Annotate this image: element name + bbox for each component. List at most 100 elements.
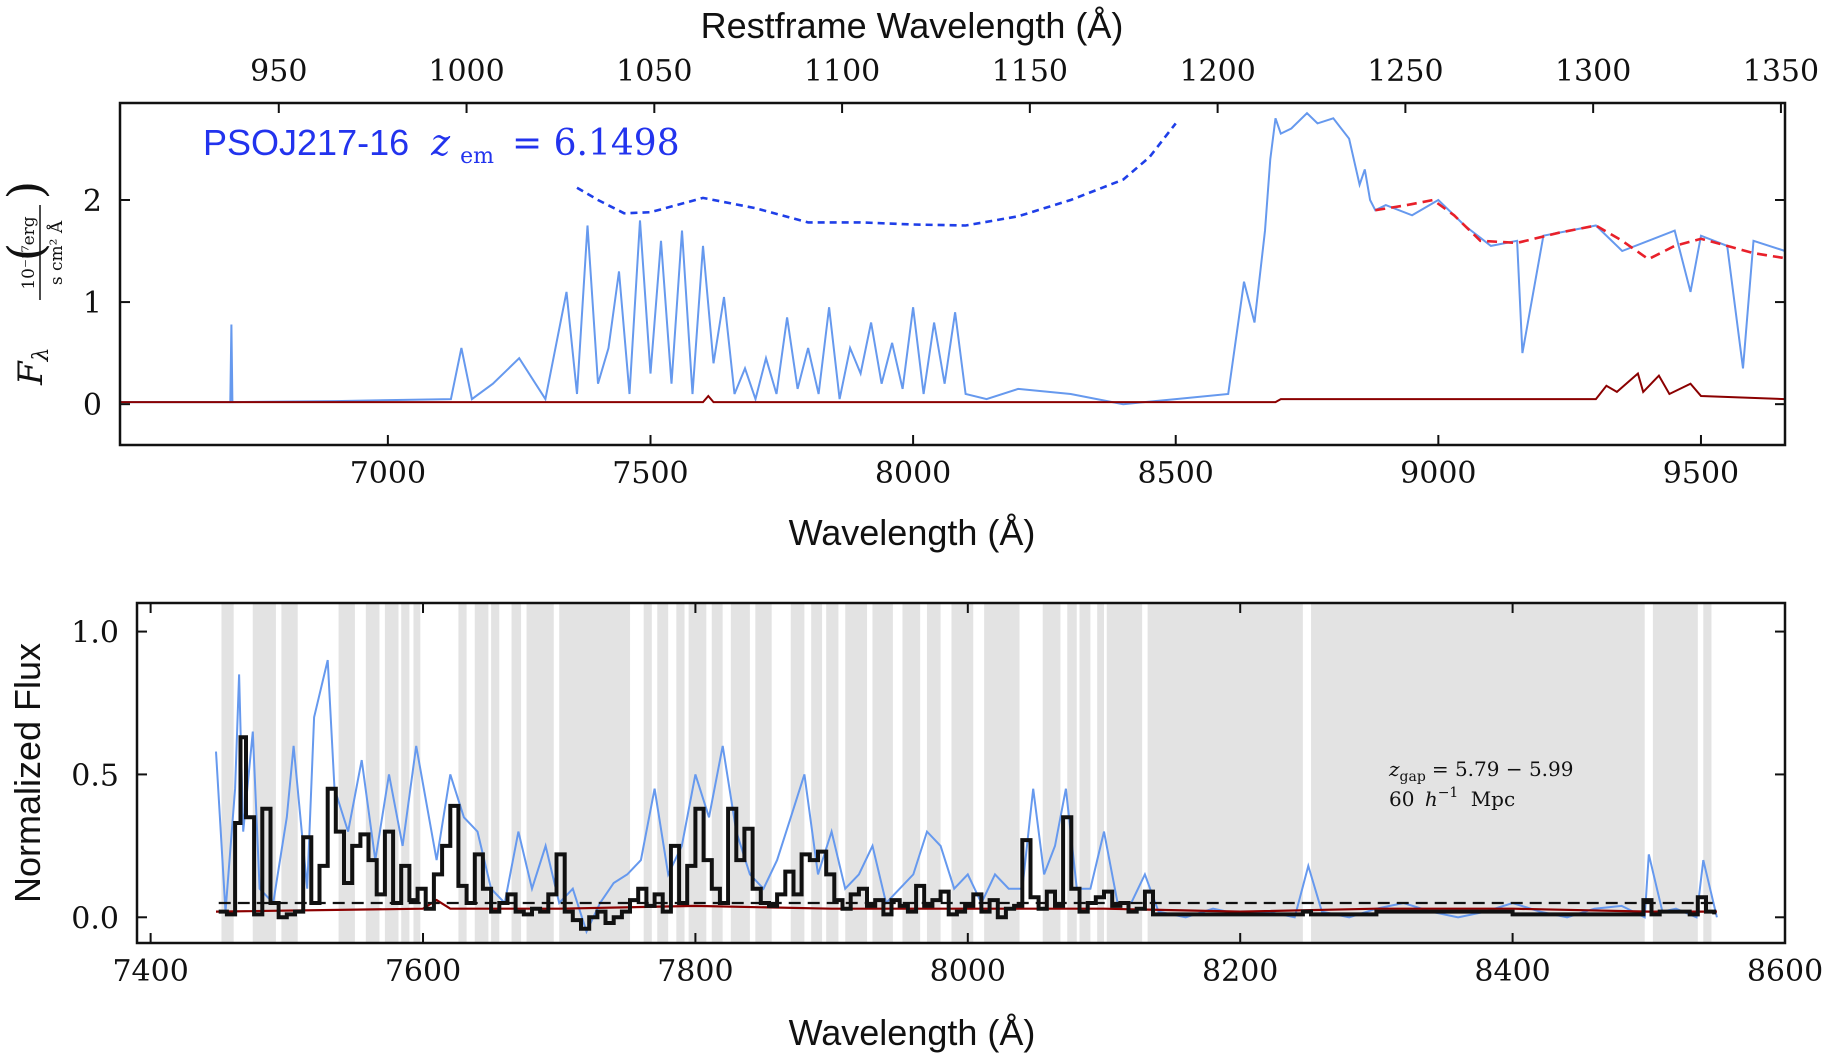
top-panel: 7000 7500 8000 8500 9000 9500 0 1 2 950 1000 1050 11… bbox=[0, 5, 1819, 553]
object-name: PSOJ217-16 bbox=[203, 122, 409, 163]
z-symbol: z bbox=[430, 123, 451, 164]
series-binned bbox=[218, 735, 1717, 931]
y-symbol: F bbox=[11, 360, 51, 386]
gap-length-value: 60 bbox=[1389, 787, 1414, 811]
gap-h-exponent: −1 bbox=[1438, 785, 1459, 801]
gap-region bbox=[1106, 603, 1143, 943]
gap-region bbox=[643, 603, 652, 943]
gap-region bbox=[1652, 603, 1698, 943]
bottom-ticks: 7400 7600 7800 8000 8200 8400 8600 0.0 0.5 1.0 bbox=[71, 603, 1823, 989]
y-tick-label: 2 bbox=[83, 184, 102, 219]
y-unit-close-paren: ) bbox=[0, 181, 54, 200]
gap-region bbox=[511, 603, 522, 943]
zgap-value: = 5.79 − 5.99 bbox=[1432, 757, 1574, 781]
gap-region bbox=[559, 603, 631, 943]
y-subscript: λ bbox=[29, 347, 54, 362]
top-x-tick-label: 1350 bbox=[1743, 54, 1819, 89]
gap-region bbox=[657, 603, 669, 943]
x-tick-label: 9500 bbox=[1663, 456, 1739, 491]
x-tick-label: 8400 bbox=[1474, 954, 1550, 989]
gap-region bbox=[926, 603, 941, 943]
gap-region bbox=[676, 603, 685, 943]
y-unit-numerator: 10⁻¹⁷erg bbox=[19, 216, 39, 289]
top-x-axis-title: Wavelength (Å) bbox=[789, 512, 1036, 553]
bottom-x-axis-title: Wavelength (Å) bbox=[789, 1012, 1036, 1053]
top-x-tick-label: 1200 bbox=[1179, 54, 1255, 89]
top-ticks: 7000 7500 8000 8500 9000 9500 0 1 2 950 1000 1050 11… bbox=[83, 54, 1819, 491]
zgap-subscript: gap bbox=[1400, 769, 1426, 785]
top-traces bbox=[120, 111, 1786, 406]
x-tick-label: 8600 bbox=[1747, 954, 1823, 989]
gap-region bbox=[1067, 603, 1077, 943]
gap-region bbox=[413, 603, 421, 943]
x-tick-label: 9000 bbox=[1400, 456, 1476, 491]
bottom-traces bbox=[215, 659, 1718, 935]
y-tick-label: 1.0 bbox=[71, 616, 119, 651]
y-axis-symbol: Fλ bbox=[11, 347, 54, 386]
gap-region bbox=[1042, 603, 1061, 943]
series-pca_upper bbox=[576, 122, 1177, 227]
gap-region bbox=[730, 603, 750, 943]
y-unit-denominator: s cm² Å bbox=[46, 220, 67, 285]
object-label: PSOJ217-16 z em = 6.1498 bbox=[203, 122, 680, 171]
gap-region bbox=[902, 603, 921, 943]
y-tick-label: 0.5 bbox=[71, 758, 119, 793]
top-x-tick-label: 1050 bbox=[616, 54, 692, 89]
gap-annotation-line2: 60 h−1 Mpc bbox=[1389, 778, 1515, 811]
gap-region bbox=[688, 603, 707, 943]
gap-region bbox=[401, 603, 410, 943]
x-tick-label: 8200 bbox=[1202, 954, 1278, 989]
bottom-plot-frame bbox=[135, 601, 1787, 945]
gap-region bbox=[458, 603, 467, 943]
x-tick-label: 8000 bbox=[875, 456, 951, 491]
series-error bbox=[215, 898, 1717, 913]
gap-region bbox=[1079, 603, 1091, 943]
gap-region bbox=[474, 603, 489, 943]
z-value: = 6.1498 bbox=[512, 123, 680, 164]
gap-region bbox=[984, 603, 1020, 943]
y-tick-label: 0 bbox=[83, 388, 102, 423]
gap-region bbox=[755, 603, 772, 943]
gap-region bbox=[491, 603, 500, 943]
gap-region bbox=[1147, 603, 1303, 943]
gap-region bbox=[826, 603, 839, 943]
gap-region bbox=[951, 603, 974, 943]
gap-region bbox=[872, 603, 893, 943]
series-error bbox=[120, 371, 1786, 404]
series-continuum bbox=[1375, 198, 1786, 261]
top-x-tick-label: 1000 bbox=[428, 54, 504, 89]
z-subscript: em bbox=[460, 144, 494, 169]
gap-h-symbol: h bbox=[1425, 787, 1438, 811]
x-tick-label: 7500 bbox=[612, 456, 688, 491]
zgap-symbol: z bbox=[1388, 757, 1400, 781]
gap-region bbox=[281, 603, 298, 943]
x-tick-label: 7800 bbox=[657, 954, 733, 989]
x-tick-label: 7400 bbox=[112, 954, 188, 989]
top-x-tick-label: 1300 bbox=[1555, 54, 1631, 89]
top-x-tick-label: 950 bbox=[250, 54, 307, 89]
y-tick-label: 0.0 bbox=[71, 901, 119, 936]
x-tick-label: 8000 bbox=[930, 954, 1006, 989]
gap-region bbox=[1311, 603, 1645, 943]
top-plot-frame bbox=[118, 101, 1787, 447]
bottom-y-axis-title: Normalized Flux bbox=[7, 643, 48, 903]
x-tick-label: 7600 bbox=[385, 954, 461, 989]
x-tick-label: 8500 bbox=[1138, 456, 1214, 491]
x-tick-label: 7000 bbox=[350, 456, 426, 491]
top-x-tick-label: 1100 bbox=[804, 54, 880, 89]
top-y-axis-title: Fλ ( 10⁻¹⁷erg s cm² Å ) bbox=[0, 181, 67, 386]
gap-length-unit: Mpc bbox=[1471, 787, 1515, 811]
top-axis-title: Restframe Wavelength (Å) bbox=[701, 5, 1124, 46]
top-x-tick-label: 1150 bbox=[992, 54, 1068, 89]
gap-region bbox=[811, 603, 823, 943]
top-x-tick-label: 1250 bbox=[1367, 54, 1443, 89]
gap-region bbox=[1703, 603, 1712, 943]
bottom-panel: 7400 7600 7800 8000 8200 8400 8600 0.0 0.5 1.0 Wa… bbox=[7, 601, 1823, 1053]
gap-region bbox=[845, 603, 868, 943]
gap-annotation-line1: zgap = 5.79 − 5.99 bbox=[1388, 757, 1573, 785]
gap-region bbox=[1097, 603, 1105, 943]
gap-region bbox=[338, 603, 355, 943]
gap-regions bbox=[221, 603, 1712, 943]
y-tick-label: 1 bbox=[83, 286, 102, 321]
